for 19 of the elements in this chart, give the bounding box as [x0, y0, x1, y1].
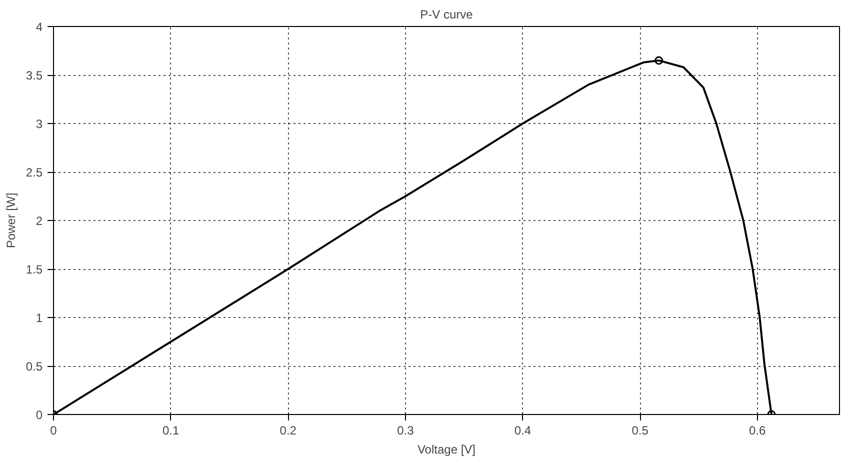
- x-tick-label: 0: [50, 424, 58, 438]
- x-tick-label: 0.3: [397, 424, 414, 438]
- x-tick-label: 0.1: [162, 424, 180, 438]
- y-tick-label: 2.5: [26, 166, 43, 180]
- y-tick-label: 1: [36, 311, 43, 325]
- x-tick-label: 0.5: [632, 424, 649, 438]
- x-tick-label: 0.6: [749, 424, 766, 438]
- y-tick-label: 3.5: [26, 68, 43, 82]
- y-tick-label: 1.5: [26, 262, 43, 276]
- y-tick-label: 2: [36, 214, 43, 228]
- x-tick-label: 0.2: [280, 424, 297, 438]
- x-axis-title: Voltage [V]: [417, 442, 476, 456]
- y-tick-label: 0: [36, 408, 43, 422]
- x-tick-label: 0.4: [514, 424, 532, 438]
- y-tick-label: 4: [36, 20, 43, 34]
- y-axis-title: Power [W]: [4, 192, 18, 248]
- chart-title: P-V curve: [420, 8, 474, 22]
- y-tick-label: 0.5: [26, 360, 43, 374]
- y-tick-label: 3: [36, 117, 43, 131]
